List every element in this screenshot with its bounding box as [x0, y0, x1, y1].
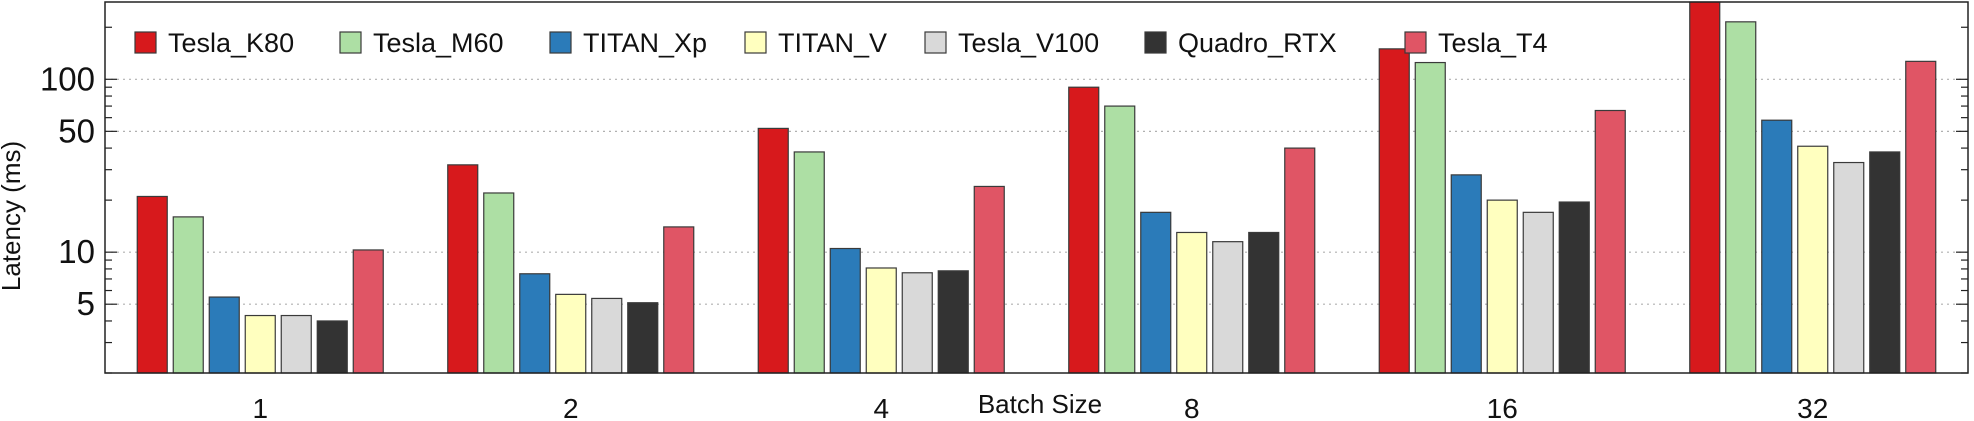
bar-tesla-k80-batch-2: [447, 164, 479, 374]
bar-tesla-k80-batch-1: [136, 195, 168, 374]
bar-tesla-v100-batch-2: [591, 297, 623, 374]
legend-swatch: [134, 31, 157, 54]
legend-swatch: [549, 31, 572, 54]
bar-titan-v-batch-1: [244, 314, 276, 374]
bar-tesla-v100-batch-1: [280, 314, 312, 374]
bar-tesla-k80-batch-8: [1068, 86, 1100, 374]
bar-quadro-rtx-batch-8: [1248, 231, 1280, 374]
grid-lines: [105, 78, 1968, 305]
legend-swatch: [924, 31, 947, 54]
bar-tesla-t4-batch-2: [663, 226, 695, 374]
bar-titan-v-batch-32: [1797, 145, 1829, 374]
plot-frame: [104, 1, 1969, 374]
legend-item-tesla-k80: Tesla_K80: [134, 28, 294, 58]
bar-tesla-m60-batch-1: [172, 216, 204, 374]
y-axis-title: Latency (ms): [0, 141, 26, 291]
bar-quadro-rtx-batch-4: [937, 270, 969, 374]
bar-titan-v-batch-4: [865, 267, 897, 374]
bar-tesla-k80-batch-32: [1689, 1, 1721, 374]
x-tick-label: 4: [873, 393, 889, 421]
legend-swatch: [744, 31, 767, 54]
bar-tesla-k80-batch-4: [757, 127, 789, 374]
legend-swatch: [339, 31, 362, 54]
legend-item-tesla-m60: Tesla_M60: [339, 28, 504, 58]
bar-quadro-rtx-batch-2: [627, 302, 659, 374]
legend-item-quadro-rtx: Quadro_RTX: [1144, 28, 1337, 58]
x-tick-label: 32: [1797, 393, 1828, 421]
legend-swatch: [1404, 31, 1427, 54]
legend-label: Tesla_K80: [168, 28, 294, 58]
bar-quadro-rtx-batch-16: [1558, 201, 1590, 374]
legend-label: Tesla_V100: [958, 28, 1099, 58]
legend-item-tesla-v100: Tesla_V100: [924, 28, 1099, 58]
bar-tesla-m60-batch-16: [1414, 61, 1446, 374]
y-tick-label: 5: [77, 285, 95, 322]
legend-label: Tesla_M60: [373, 28, 504, 58]
x-axis-title: Batch Size: [978, 389, 1102, 419]
bar-tesla-t4-batch-32: [1905, 60, 1937, 374]
x-tick-label: 8: [1184, 393, 1200, 421]
bar-titan-xp-batch-2: [519, 273, 551, 374]
bar-titan-xp-batch-8: [1140, 211, 1172, 374]
bar-tesla-k80-batch-16: [1378, 48, 1410, 374]
y-tick-label: 50: [58, 112, 95, 149]
bar-tesla-m60-batch-4: [793, 151, 825, 374]
bar-titan-v-batch-8: [1176, 231, 1208, 374]
x-tick-label: 16: [1487, 393, 1518, 421]
bar-tesla-t4-batch-8: [1284, 147, 1316, 374]
y-tick-label: 100: [40, 60, 95, 97]
bar-quadro-rtx-batch-32: [1869, 151, 1901, 374]
legend-item-tesla-t4: Tesla_T4: [1404, 28, 1548, 58]
bar-titan-xp-batch-32: [1761, 119, 1793, 374]
bar-quadro-rtx-batch-1: [316, 320, 348, 374]
legend-label: Quadro_RTX: [1178, 28, 1337, 58]
bar-titan-xp-batch-16: [1450, 174, 1482, 374]
bar-tesla-t4-batch-1: [352, 249, 384, 374]
legend-item-titan-v: TITAN_V: [744, 28, 887, 58]
x-tick-label: 2: [563, 393, 579, 421]
bar-tesla-v100-batch-4: [901, 272, 933, 374]
x-tick-label: 1: [252, 393, 268, 421]
axes: 5 10 50 100 1 2 4 8 16 32: [40, 1, 1969, 421]
bar-tesla-t4-batch-16: [1594, 109, 1626, 374]
bar-tesla-v100-batch-16: [1522, 211, 1554, 374]
legend-label: TITAN_V: [778, 28, 887, 58]
bar-tesla-m60-batch-2: [483, 192, 515, 374]
bar-tesla-t4-batch-4: [973, 185, 1005, 374]
bar-titan-xp-batch-4: [829, 247, 861, 374]
bar-titan-v-batch-2: [555, 293, 587, 374]
bar-tesla-v100-batch-8: [1212, 241, 1244, 374]
bars: [136, 1, 1937, 374]
legend-swatch: [1144, 31, 1167, 54]
y-tick-label: 10: [58, 233, 95, 270]
legend: Tesla_K80 Tesla_M60 TITAN_Xp TITAN_V Tesla_V…: [134, 28, 1548, 58]
legend-label: TITAN_Xp: [583, 28, 707, 58]
legend-item-titan-xp: TITAN_Xp: [549, 28, 707, 58]
bar-titan-xp-batch-1: [208, 296, 240, 374]
bar-tesla-m60-batch-32: [1725, 21, 1757, 374]
bar-tesla-v100-batch-32: [1833, 161, 1865, 374]
bar-tesla-m60-batch-8: [1104, 105, 1136, 374]
bar-titan-v-batch-16: [1486, 199, 1518, 374]
legend-label: Tesla_T4: [1438, 28, 1548, 58]
